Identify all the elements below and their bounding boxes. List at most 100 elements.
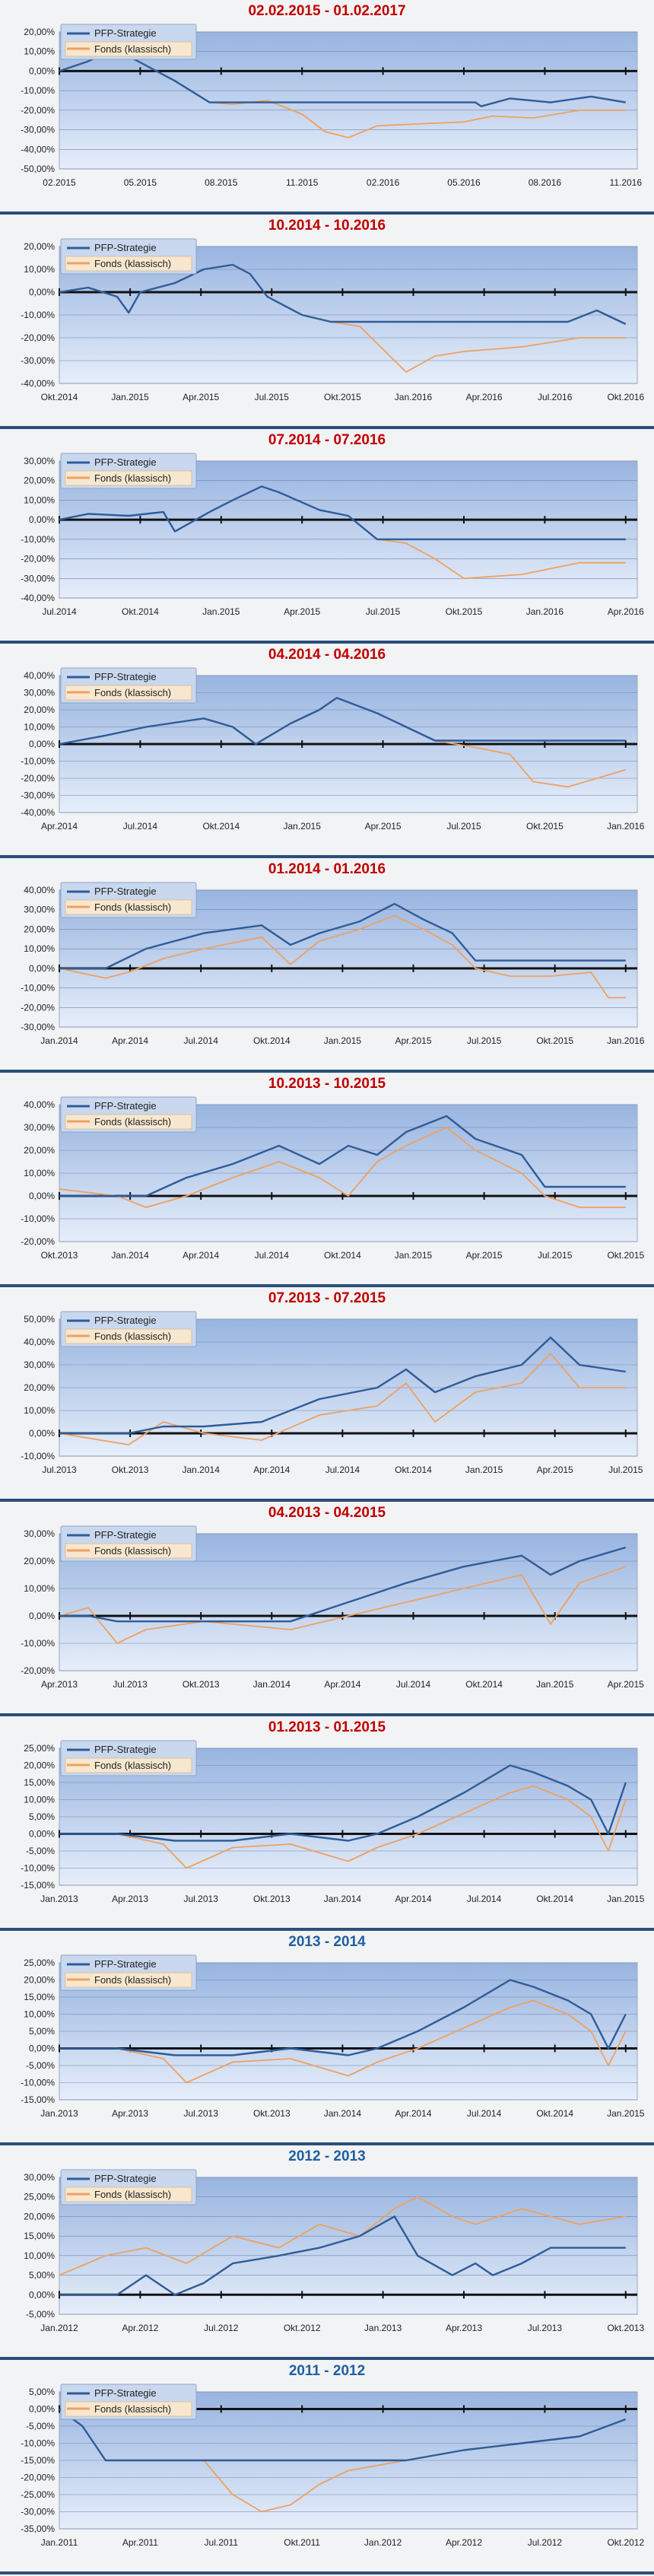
x-tick-label: Jul.2013 <box>184 2108 219 2119</box>
x-tick-label: Okt.2014 <box>465 1679 503 1690</box>
legend: PFP-Strategie Fonds (klassisch) <box>60 1525 197 1562</box>
x-tick-label: Okt.2016 <box>607 392 644 402</box>
x-tick-label: 05.2016 <box>447 177 481 188</box>
x-tick-label: 02.2015 <box>43 177 76 188</box>
x-tick-label: 05.2015 <box>124 177 157 188</box>
x-tick-label: 02.2016 <box>367 177 400 188</box>
chart-svg: 25,00% 20,00% 15,00% 10,00% 5,00% 0,00% -5,00%… <box>21 1740 645 1904</box>
chart-panel: 07.2014 - 07.2016 30,00% 20,00% 10,00% 0,00%… <box>0 429 654 644</box>
x-tick-label: 11.2016 <box>610 177 643 188</box>
x-tick-label: Okt.2013 <box>183 1679 220 1690</box>
y-tick-label: -20,00% <box>21 105 55 116</box>
y-tick-label: 20,00% <box>24 1382 55 1393</box>
x-tick-label: Jan.2014 <box>324 1894 362 1904</box>
x-tick-label: Apr.2013 <box>112 1894 148 1904</box>
y-tick-label: -20,00% <box>21 773 55 784</box>
chart-svg: 30,00% 20,00% 10,00% 0,00% -10,00% -20,00% Apr… <box>21 1525 644 1690</box>
y-tick-label: 10,00% <box>24 495 55 505</box>
y-tick-label: 20,00% <box>24 924 55 934</box>
y-tick-label: -20,00% <box>21 332 55 343</box>
y-tick-label: 0,00% <box>29 739 55 749</box>
chart-panel: 02.02.2015 - 01.02.2017 20,00% 10,00% 0,00%… <box>0 0 654 215</box>
chart-svg: 5,00% 0,00% -5,00% -10,00% -15,00% -20,00% -25… <box>21 2384 644 2548</box>
y-tick-label: -30,00% <box>21 355 55 366</box>
legend-label-fund: Fonds (klassisch) <box>94 2403 171 2415</box>
legend-label-strategy: PFP-Strategie <box>94 1744 157 1755</box>
legend-label-strategy: PFP-Strategie <box>94 1100 157 1111</box>
y-tick-label: 15,00% <box>24 2231 55 2241</box>
legend-highlight-fund <box>65 1543 192 1559</box>
x-tick-label: Jul.2011 <box>205 2537 239 2548</box>
y-tick-label: 10,00% <box>24 943 55 954</box>
x-tick-label: Jan.2014 <box>183 1465 221 1475</box>
x-tick-label: Apr.2016 <box>608 606 644 617</box>
x-tick-label: Jan.2015 <box>202 606 240 617</box>
x-tick-label: Jan.2011 <box>41 2537 78 2548</box>
chart-panel: 04.2014 - 04.2016 40,00% 30,00% 20,00% 10,00… <box>0 644 654 858</box>
y-tick-label: 10,00% <box>24 1405 55 1416</box>
x-tick-label: Jul.2015 <box>366 606 401 617</box>
legend-label-strategy: PFP-Strategie <box>94 2173 157 2184</box>
y-tick-label: -20,00% <box>21 2473 55 2483</box>
series-line-strategy <box>59 2408 627 2462</box>
y-tick-label: 0,00% <box>29 2404 55 2415</box>
x-tick-label: Okt.2013 <box>607 2323 644 2333</box>
x-tick-label: Okt.2015 <box>446 606 483 617</box>
y-tick-label: 20,00% <box>24 241 55 252</box>
x-tick-label: Jan.2014 <box>40 1035 78 1046</box>
x-tick-label: Apr.2015 <box>183 392 219 402</box>
chart-svg: 40,00% 30,00% 20,00% 10,00% 0,00% -10,00% -20,… <box>21 882 645 1046</box>
y-tick-label: -30,00% <box>21 790 55 801</box>
legend-label-strategy: PFP-Strategie <box>94 27 157 39</box>
x-tick-label: Okt.2013 <box>112 1465 149 1475</box>
y-tick-label: -10,00% <box>21 1451 55 1461</box>
y-tick-label: -30,00% <box>21 125 55 135</box>
y-tick-label: 20,00% <box>24 1556 55 1566</box>
x-tick-label: Apr.2012 <box>122 2323 158 2333</box>
y-tick-label: 50,00% <box>24 1314 55 1325</box>
series-line-fund <box>59 1353 626 1445</box>
legend-label-fund: Fonds (klassisch) <box>94 43 171 55</box>
x-tick-label: Jan.2015 <box>284 821 322 832</box>
y-tick-label: 30,00% <box>24 1360 55 1370</box>
x-tick-label: Jan.2016 <box>607 821 645 832</box>
x-tick-label: Apr.2014 <box>112 1035 148 1046</box>
chart-title: 2013 - 2014 <box>288 1934 366 1950</box>
y-tick-label: 30,00% <box>24 456 55 466</box>
x-tick-label: Jul.2014 <box>325 1465 360 1475</box>
series-line-fund <box>59 914 626 999</box>
x-tick-label: Jan.2015 <box>324 1035 362 1046</box>
x-tick-label: Apr.2016 <box>466 392 503 402</box>
x-tick-label: 11.2015 <box>286 177 319 188</box>
x-tick-label: Apr.2014 <box>183 1250 219 1261</box>
y-tick-label: -15,00% <box>21 2094 55 2105</box>
chart-svg: 40,00% 30,00% 20,00% 10,00% 0,00% -10,00% -20,… <box>21 667 645 832</box>
series-line-strategy <box>59 263 627 326</box>
chart-title: 2011 - 2012 <box>288 2363 366 2379</box>
x-tick-label: Jan.2015 <box>395 1250 433 1261</box>
x-tick-label: Jul.2012 <box>204 2323 239 2333</box>
x-tick-label: Okt.2014 <box>253 1035 290 1046</box>
y-tick-label: -25,00% <box>21 2489 55 2500</box>
legend-highlight-fund <box>65 1114 192 1130</box>
x-tick-label: 08.2015 <box>205 177 238 188</box>
x-tick-label: Okt.2014 <box>536 1894 573 1904</box>
y-tick-label: 0,00% <box>29 963 55 974</box>
x-tick-label: Jul.2013 <box>184 1894 219 1904</box>
x-tick-label: Okt.2015 <box>526 821 564 832</box>
x-tick-label: Jul.2013 <box>42 1465 77 1475</box>
legend-highlight-fund <box>65 41 192 57</box>
y-tick-label: 0,00% <box>29 2289 55 2300</box>
y-tick-label: -10,00% <box>21 2078 55 2088</box>
x-tick-label: Jul.2014 <box>396 1679 431 1690</box>
series-line-strategy <box>59 1115 626 1197</box>
x-tick-label: Jul.2014 <box>255 1250 290 1261</box>
chart-panel: 10.2014 - 10.2016 20,00% 10,00% 0,00% -10,00… <box>0 215 654 429</box>
x-tick-label: Okt.2014 <box>122 606 159 617</box>
legend-highlight-fund <box>65 2186 192 2202</box>
y-tick-label: 10,00% <box>24 722 55 733</box>
series-line-strategy <box>59 697 626 746</box>
x-tick-label: Apr.2014 <box>324 1679 360 1690</box>
x-tick-label: Okt.2014 <box>395 1465 432 1475</box>
y-tick-label: 20,00% <box>24 1760 55 1771</box>
